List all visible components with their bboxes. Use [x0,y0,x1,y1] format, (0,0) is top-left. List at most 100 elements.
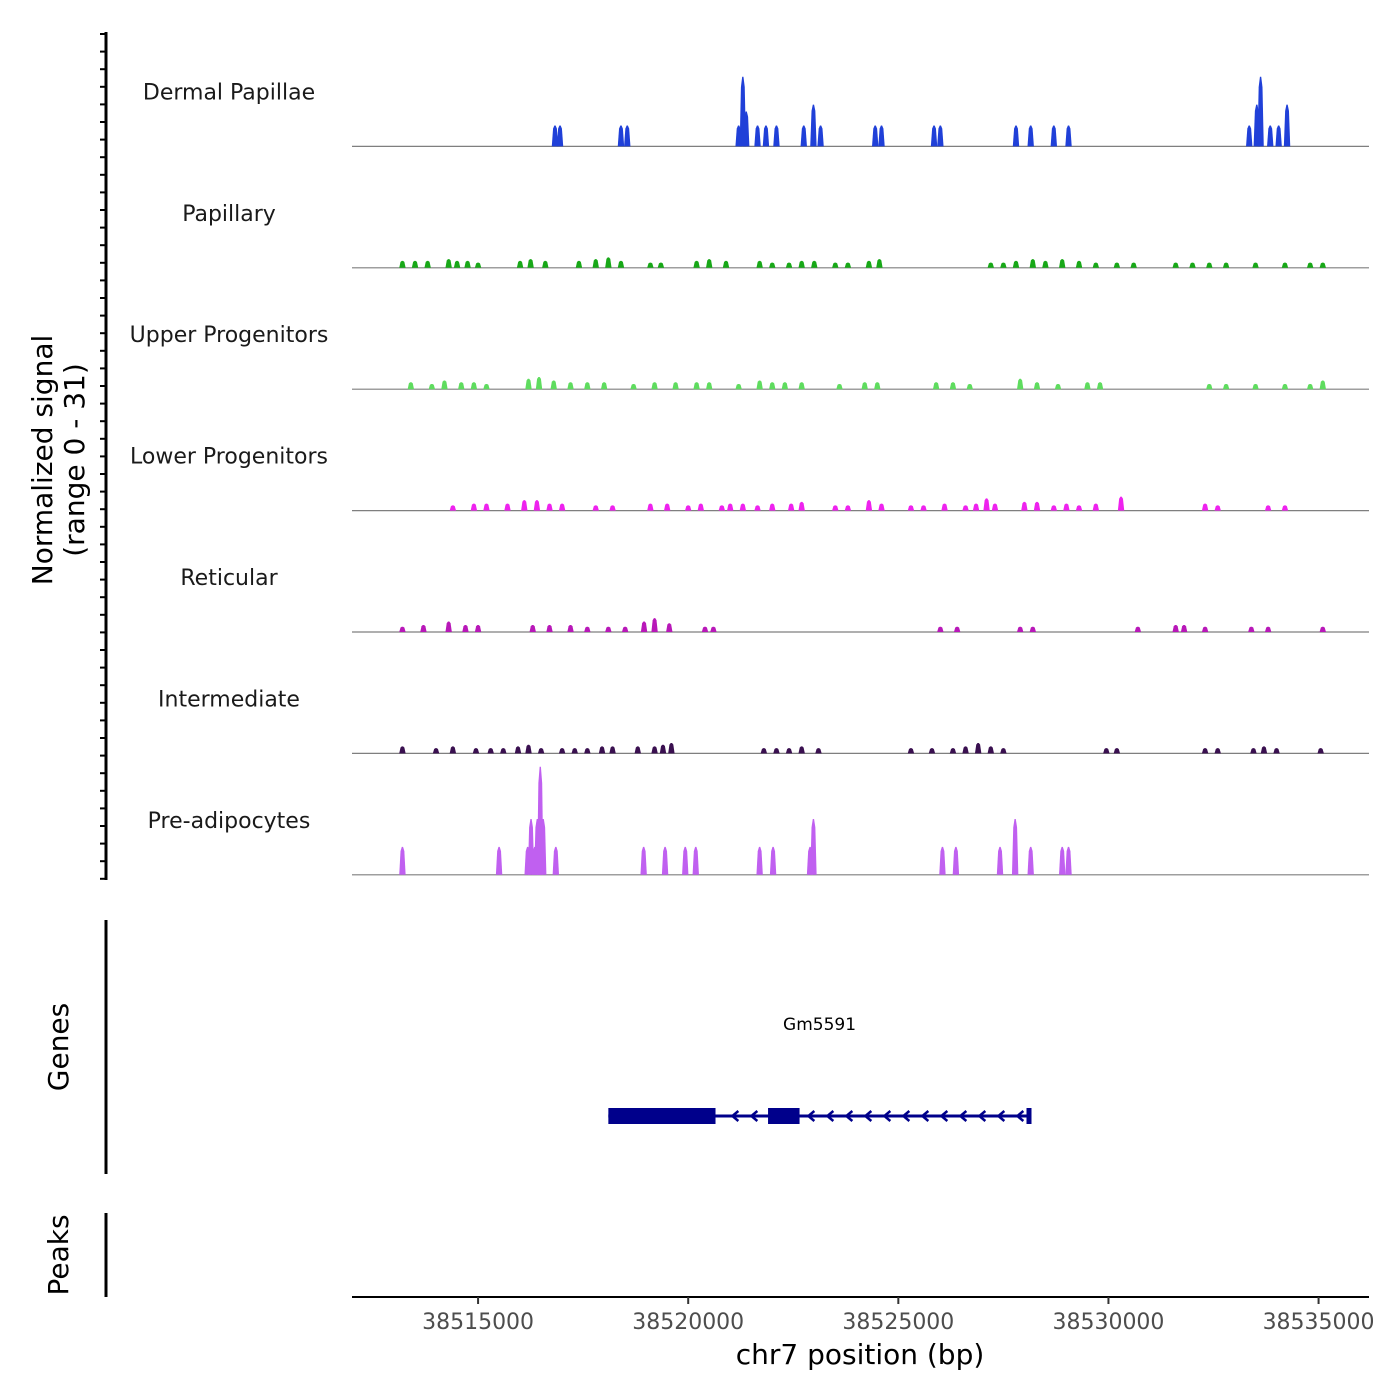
coverage-peak [1246,125,1253,147]
coverage-peak [1065,846,1072,875]
coverage-peak [445,259,452,268]
coverage-peak [693,382,700,390]
y-axis-title-line2: (range 0 - 31) [58,363,91,557]
coverage-peak [1092,262,1100,268]
coverage-peak [800,125,807,147]
coverage-peak [1063,503,1070,511]
coverage-peak [1000,262,1007,268]
coverage-peak [1189,262,1196,268]
coverage-peak [962,505,969,511]
coverage-peak [762,125,770,147]
strand-arrow [730,1110,740,1122]
coverage-peak [1281,383,1289,390]
coverage-peak [706,382,713,390]
coverage-peak [584,382,591,390]
track-label: Lower Progenitors [130,445,328,470]
coverage-peak [1011,819,1019,875]
coverage-peak [571,748,578,754]
strand-arrow [958,1110,968,1122]
coverage-peak [1117,496,1125,511]
coverage-peak [495,846,503,875]
coverage-peak [1206,383,1213,390]
coverage-peak [937,125,944,147]
coverage-peak [697,503,705,511]
coverage-peak [584,626,591,632]
coverage-peak [558,503,566,511]
strand-arrow [863,1110,873,1122]
coverage-peak [609,746,616,754]
track-label: Intermediate [158,687,300,712]
coverage-peak [1281,505,1289,511]
coverage-peak [1027,846,1034,875]
coverage-peak [1029,259,1037,268]
x-tick-label: 38530000 [1052,1310,1164,1335]
coverage-peak [684,505,692,511]
coverage-peak [663,503,671,511]
coverage-peak [1264,626,1272,632]
coverage-peak [939,846,946,875]
coverage-peak [1059,259,1066,268]
x-axis-title: chr7 position (bp) [736,1338,985,1371]
x-axis-ticks: 38515000 38520000 38525000 38530000 38535000 [422,1297,1375,1335]
coverage-peak [474,262,482,268]
coverage-peak [1172,262,1179,268]
coverage-peak [930,125,938,147]
y-axis-title-line1: Normalized signal [26,335,59,586]
coverage-peak [773,748,780,754]
coverage-peak [1319,262,1326,268]
coverage-peak [584,748,591,754]
coverage-peak [1317,748,1324,754]
coverage-peak [754,125,761,147]
coverage-peak [1281,262,1289,268]
genes-section-label: Genes [42,1003,75,1091]
coverage-peak [1222,262,1230,268]
gene-name-label: Gm5591 [783,1015,856,1035]
coverage-peak [624,125,631,147]
coverage-peak [1130,262,1137,268]
track-label: Reticular [180,566,278,591]
coverage-peak [598,746,606,754]
coverage-peak [542,260,549,268]
coverage-peak [974,742,982,754]
coverage-peak [1214,505,1221,511]
coverage-peak [1252,262,1259,268]
coverage-peak [718,505,726,511]
coverage-peak [609,505,616,511]
track-papillary: Papillary [182,202,1369,269]
coverage-peak [693,260,700,268]
strand-arrow [844,1110,854,1122]
coverage-peak [727,503,734,511]
coverage-peak [407,382,415,390]
coverage-peak [550,380,557,390]
coverage-peak [540,819,547,875]
coverage-peak [464,260,471,268]
coverage-peak [1065,125,1072,147]
coverage-peak [1252,383,1259,390]
coverage-peak [972,503,980,511]
coverage-tracks: Dermal Papillae Papillary Upper Progenitor… [130,76,1369,876]
coverage-peak [706,259,713,268]
coverage-peak [907,505,915,511]
coverage-peak [865,500,873,511]
track-upper-progenitors: Upper Progenitors [130,323,1369,390]
coverage-peak [987,262,994,268]
coverage-peak [411,260,419,268]
coverage-peak [445,621,452,632]
coverage-peak [756,846,763,875]
coverage-peak [865,260,873,268]
coverage-peak [668,742,675,754]
coverage-peak [521,500,528,511]
coverage-peak [798,501,805,511]
strand-arrow [825,1110,835,1122]
coverage-peak [424,260,431,268]
coverage-peak [1012,125,1020,147]
coverage-peak [1260,746,1268,754]
coverage-peak [836,383,843,390]
coverage-peak [474,625,482,632]
coverage-peak [952,846,960,875]
coverage-peak [815,748,822,754]
coverage-peak [692,846,699,875]
coverage-peak [996,846,1004,875]
coverage-peak [432,748,440,754]
coverage-peak [399,626,406,632]
